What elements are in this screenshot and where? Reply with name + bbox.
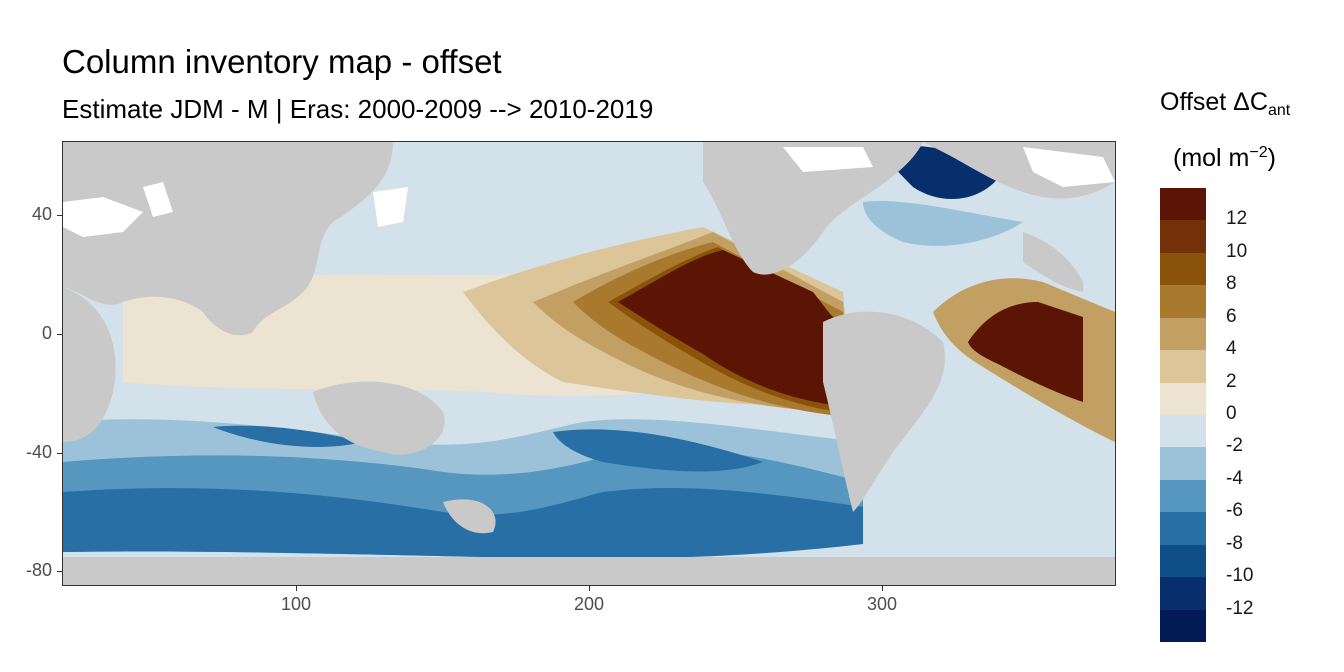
ocean-field-north-atlantic-2-4 <box>863 201 1023 246</box>
map-panel <box>62 141 1116 586</box>
y-tick-label: -80 <box>25 560 52 580</box>
legend-swatch <box>1160 350 1206 384</box>
legend-swatch <box>1160 317 1206 351</box>
legend-label: -12 <box>1226 598 1254 619</box>
legend-swatch <box>1160 252 1206 286</box>
legend-swatch <box>1160 285 1206 319</box>
ice-patch-5 <box>1023 147 1115 187</box>
land-new-zealand <box>443 499 496 534</box>
ocean-field-pacific-max <box>618 250 851 407</box>
legend-label: -10 <box>1226 565 1254 586</box>
legend-label: 2 <box>1226 371 1237 392</box>
y-tick-mark <box>57 215 62 216</box>
y-tick-mark <box>57 334 62 335</box>
ice-patch-1 <box>63 197 143 237</box>
land-australia <box>313 381 445 455</box>
legend-colorbar <box>1160 188 1206 643</box>
legend-swatch <box>1160 512 1206 546</box>
ocean-field-atlantic-max <box>968 302 1083 402</box>
land-south-america <box>823 311 945 512</box>
x-tick-mark <box>296 586 297 591</box>
legend-label: 4 <box>1226 338 1237 359</box>
legend-swatch <box>1160 479 1206 513</box>
land-africa-west <box>1023 232 1083 292</box>
legend-swatch <box>1160 577 1206 611</box>
legend-label: -6 <box>1226 500 1243 521</box>
legend-label: -4 <box>1226 468 1243 489</box>
ocean-field-south-indian-6-8 <box>213 425 363 447</box>
legend-label: -8 <box>1226 533 1243 554</box>
x-tick-label: 300 <box>866 594 898 614</box>
legend-label: 12 <box>1226 208 1248 229</box>
legend-title: Offset ΔCant <box>1160 88 1291 119</box>
legend-unit: (mol m−2) <box>1173 144 1276 172</box>
legend-label: 8 <box>1226 273 1237 294</box>
land-africa-south <box>63 287 116 442</box>
legend-swatch <box>1160 220 1206 254</box>
legend-label: 0 <box>1226 403 1237 424</box>
legend-swatch <box>1160 382 1206 416</box>
x-tick-label: 100 <box>280 594 312 614</box>
y-tick-label: 0 <box>41 323 52 343</box>
y-tick-mark <box>57 571 62 572</box>
legend-label: 10 <box>1226 241 1248 262</box>
legend-swatch <box>1160 415 1206 448</box>
ice-patches <box>63 147 1115 237</box>
ocean-offset-map <box>63 142 1115 585</box>
legend-swatch <box>1160 447 1206 481</box>
ice-patch-2 <box>143 182 173 217</box>
chart-subtitle: Estimate JDM - M | Eras: 2000-2009 --> 2… <box>62 94 654 124</box>
legend-label: 6 <box>1226 306 1237 327</box>
land-north-america <box>703 142 923 275</box>
legend-swatch <box>1160 609 1206 643</box>
chart-title: Column inventory map - offset <box>62 43 502 80</box>
x-tick-label: 200 <box>573 594 605 614</box>
y-tick-mark <box>57 453 62 454</box>
x-tick-mark <box>882 586 883 591</box>
x-tick-mark <box>589 586 590 591</box>
legend-swatch <box>1160 544 1206 578</box>
land-antarctica <box>63 557 1115 585</box>
legend-swatch <box>1160 188 1206 221</box>
y-tick-label: -40 <box>25 442 52 462</box>
ice-patch-3 <box>373 187 408 227</box>
y-tick-label: 40 <box>31 204 52 224</box>
ocean-field-south-pacific-6-8 <box>553 429 763 472</box>
ice-patch-4 <box>783 147 873 172</box>
legend-label: -2 <box>1226 435 1243 456</box>
